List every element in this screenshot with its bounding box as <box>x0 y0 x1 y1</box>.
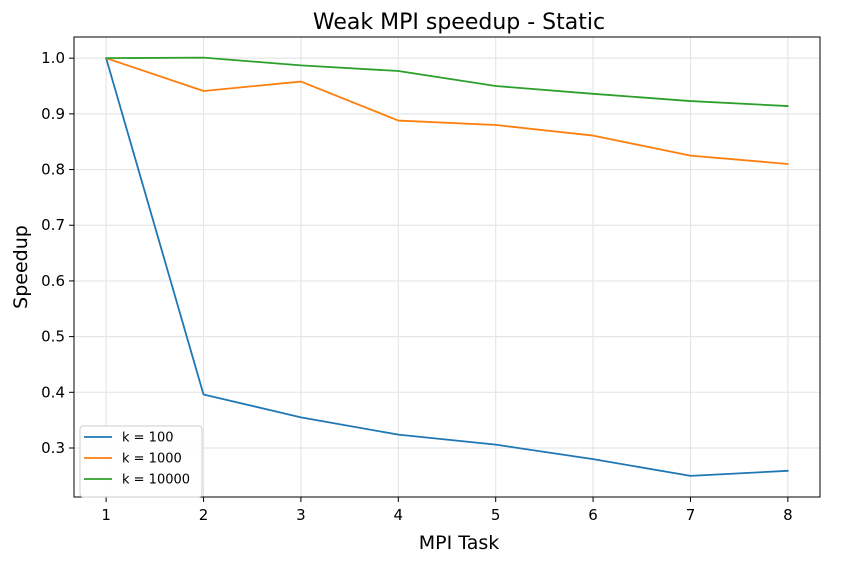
grid <box>74 37 820 497</box>
y-tick-label: 0.7 <box>41 216 65 234</box>
x-tick-label: 4 <box>394 506 404 524</box>
y-axis-ticks: 0.3 0.4 0.5 0.6 0.7 0.8 0.9 1.0 <box>41 49 74 457</box>
x-tick-label: 5 <box>491 506 501 524</box>
y-tick-label: 0.3 <box>41 439 65 457</box>
x-tick-label: 7 <box>686 506 696 524</box>
y-axis-label: Speedup <box>10 225 32 309</box>
y-tick-label: 0.4 <box>41 383 65 401</box>
y-tick-label: 1.0 <box>41 49 65 67</box>
series-line-2 <box>105 57 789 165</box>
series-line-3 <box>105 56 789 107</box>
chart-title: Weak MPI speedup - Static <box>313 10 605 35</box>
legend-label: k = 1000 <box>122 452 182 467</box>
series-line-1 <box>105 57 789 477</box>
x-axis-label: MPI Task <box>419 532 500 554</box>
x-tick-label: 2 <box>199 506 209 524</box>
y-tick-label: 0.8 <box>41 161 65 179</box>
plot-frame <box>73 36 821 498</box>
series-lines <box>105 56 789 477</box>
y-tick-label: 0.6 <box>41 272 65 290</box>
y-tick-label: 0.9 <box>41 105 65 123</box>
legend-label: k = 100 <box>122 431 174 446</box>
legend-label: k = 10000 <box>122 473 190 488</box>
legend: k = 100 k = 1000 k = 10000 <box>79 425 203 498</box>
x-tick-label: 6 <box>588 506 598 524</box>
x-tick-label: 1 <box>101 506 111 524</box>
x-axis-ticks: 1 2 3 4 5 6 7 8 <box>101 497 793 524</box>
y-tick-label: 0.5 <box>41 328 65 346</box>
x-tick-label: 8 <box>783 506 793 524</box>
x-tick-label: 3 <box>296 506 306 524</box>
